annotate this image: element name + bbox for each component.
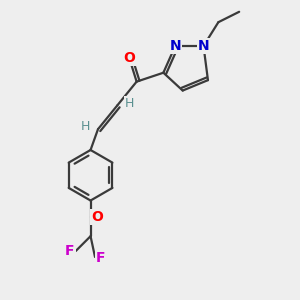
- Text: H: H: [125, 97, 134, 110]
- Text: H: H: [81, 120, 90, 133]
- Text: N: N: [198, 39, 209, 53]
- Text: N: N: [169, 39, 181, 53]
- Text: F: F: [65, 244, 74, 258]
- Text: O: O: [123, 51, 135, 65]
- Text: O: O: [91, 210, 103, 224]
- Text: F: F: [96, 251, 106, 266]
